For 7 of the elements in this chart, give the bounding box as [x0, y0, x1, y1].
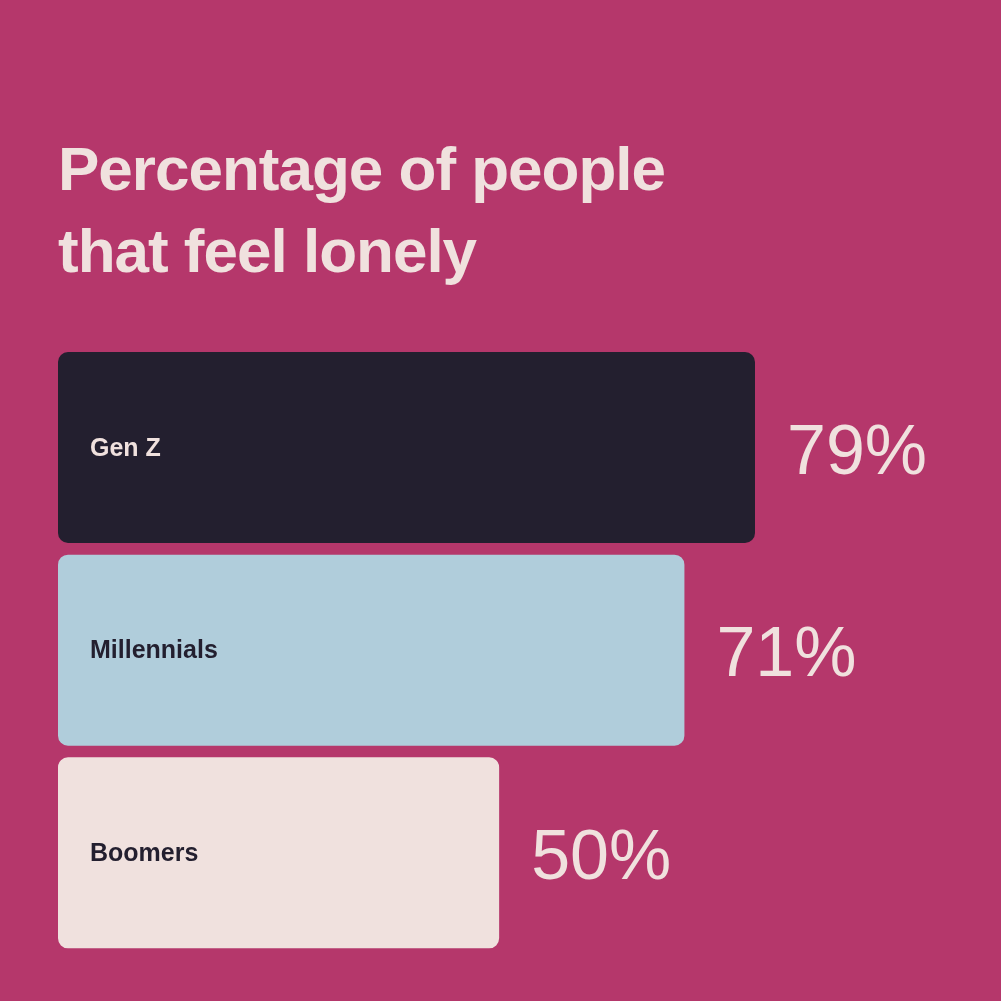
y-tick-label: Boomers — [90, 837, 199, 866]
y-tick-label: Gen Z — [90, 432, 161, 461]
chart-title: Percentage of people that feel lonely — [58, 133, 667, 287]
data-label: 79% — [787, 410, 928, 489]
data-label: 50% — [531, 815, 672, 894]
data-label: 71% — [716, 613, 857, 692]
y-tick-label: Millennials — [90, 635, 218, 664]
